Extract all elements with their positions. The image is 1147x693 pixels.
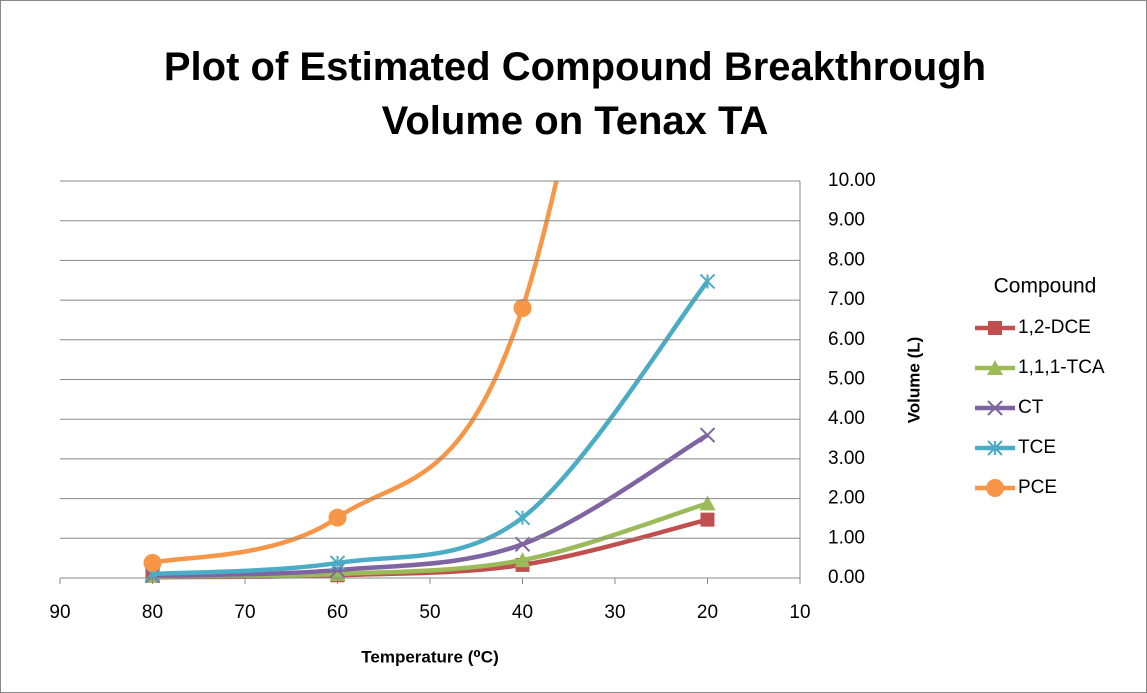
y-tick-label: 10.00 [828, 170, 876, 191]
x-tick-label: 50 [419, 602, 440, 623]
legend-label: TCE [1018, 437, 1056, 458]
marker [699, 427, 716, 443]
chart-title: Plot of Estimated Compound Breakthrough … [163, 45, 987, 143]
legend-label: CT [1018, 397, 1044, 418]
legend-title: Compound [994, 275, 1097, 298]
marker [514, 536, 531, 552]
series-line [152, 433, 709, 578]
y-tick-label: 2.00 [828, 488, 865, 509]
marker [699, 273, 716, 290]
marker [329, 566, 346, 582]
y-tick-label: 7.00 [828, 289, 865, 310]
marker [700, 512, 715, 527]
y-tick-label: 0.00 [828, 567, 865, 588]
marker [987, 400, 1003, 416]
x-tick-label: 80 [142, 602, 163, 623]
series-line [151, 181, 559, 566]
marker [329, 555, 346, 571]
y-axis-title: Volume (L) [904, 337, 923, 424]
x-tick-label: 90 [49, 602, 70, 623]
x-tick-label: 10 [789, 602, 810, 623]
y-tick-label: 6.00 [828, 329, 865, 350]
y-tick-label: 9.00 [828, 210, 865, 231]
y-tick-label: 4.00 [828, 408, 865, 429]
marker [514, 509, 531, 526]
marker [988, 321, 1002, 335]
plot-area [143, 181, 716, 583]
y-tick-label: 3.00 [828, 448, 865, 469]
marker [986, 479, 1004, 497]
marker [514, 552, 531, 568]
x-tick-label: 60 [327, 602, 348, 623]
y-tick-label: 5.00 [828, 369, 865, 390]
x-tick-label: 40 [512, 602, 533, 623]
marker [987, 360, 1003, 375]
legend-label: PCE [1018, 477, 1057, 498]
legend-label: 1,2-DCE [1018, 317, 1091, 338]
x-axis-title: Temperature (⁰C) [361, 647, 499, 666]
y-tick-label: 1.00 [828, 527, 865, 548]
marker [699, 495, 716, 511]
x-tick-label: 20 [697, 602, 718, 623]
x-tick-label: 70 [234, 602, 255, 623]
y-tick-label: 8.00 [828, 249, 865, 270]
legend-label: 1,1,1-TCA [1018, 357, 1105, 378]
marker [328, 508, 347, 527]
series-line [152, 280, 710, 577]
x-tick-label: 30 [604, 602, 625, 623]
marker [513, 299, 532, 318]
marker [987, 440, 1003, 456]
marker [143, 553, 162, 572]
